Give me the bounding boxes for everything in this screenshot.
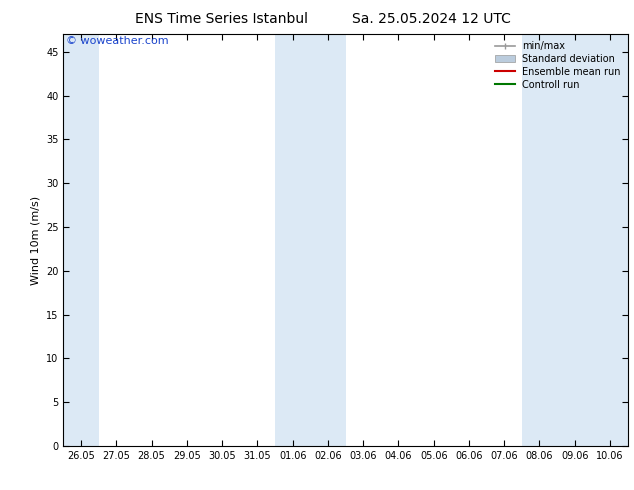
Text: ENS Time Series Istanbul: ENS Time Series Istanbul [136,12,308,26]
Bar [522,34,557,446]
Bar [63,34,99,446]
Y-axis label: Wind 10m (m/s): Wind 10m (m/s) [30,196,41,285]
Legend: min/max, Standard deviation, Ensemble mean run, Controll run: min/max, Standard deviation, Ensemble me… [491,37,624,94]
Text: Sa. 25.05.2024 12 UTC: Sa. 25.05.2024 12 UTC [352,12,510,26]
Text: © woweather.com: © woweather.com [66,36,169,47]
Bar [275,34,310,446]
Bar [592,34,628,446]
Bar [310,34,346,446]
Bar [557,34,592,446]
